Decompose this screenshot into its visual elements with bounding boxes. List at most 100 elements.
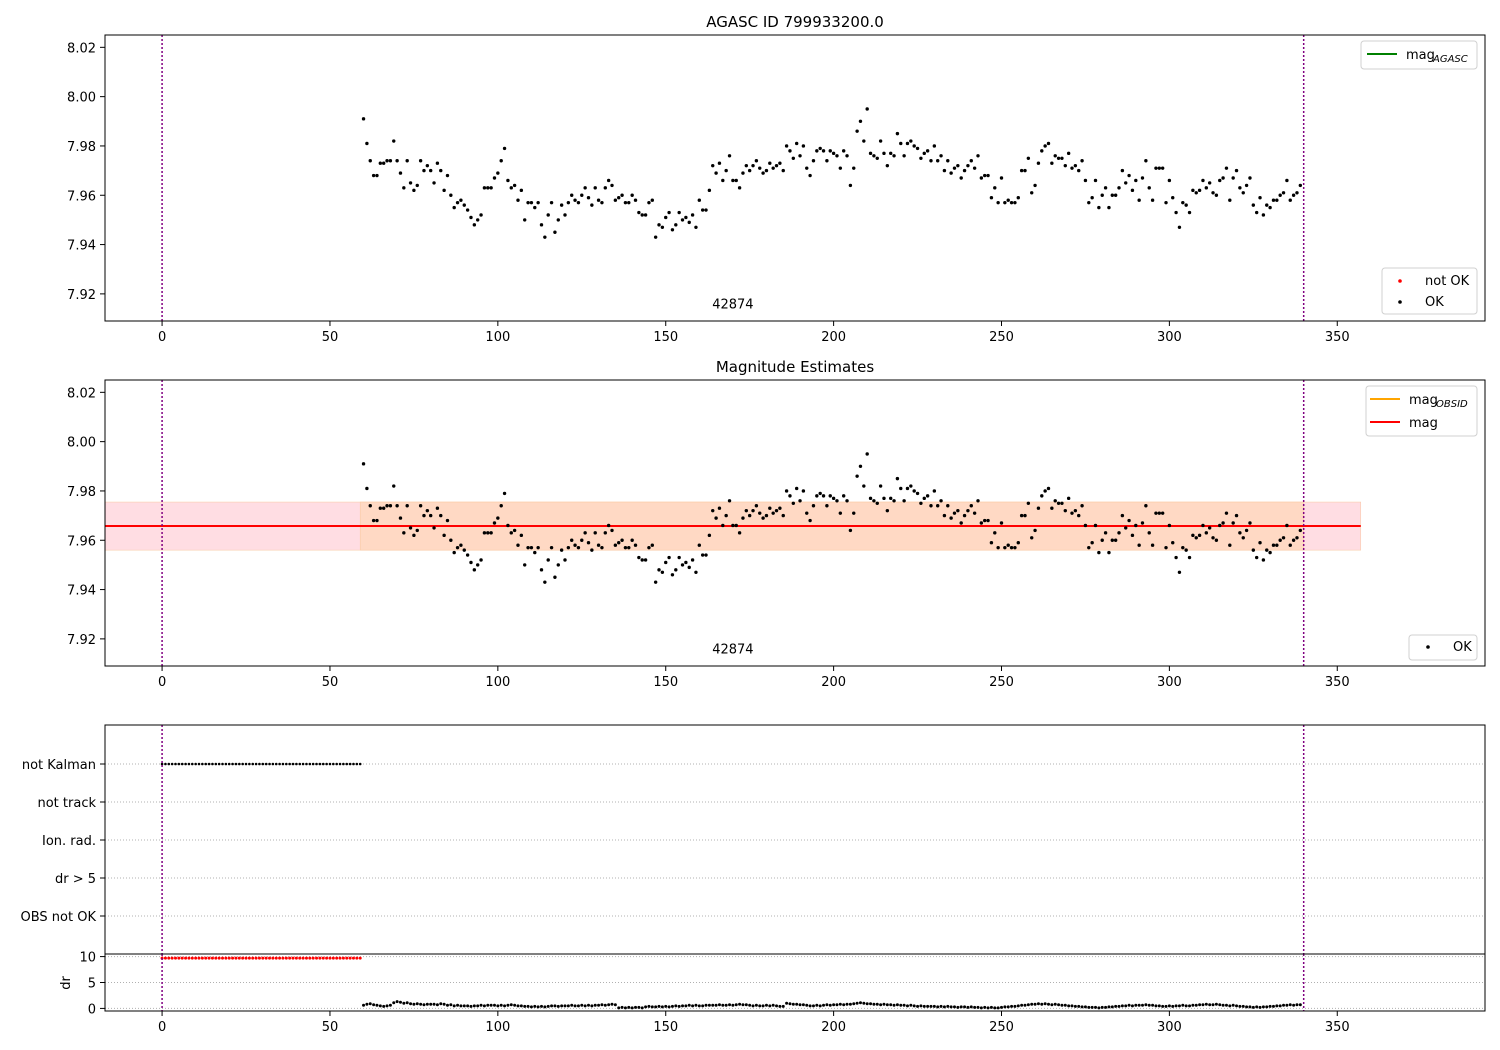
mag-estimate-point bbox=[1113, 538, 1118, 542]
dr-point-ok bbox=[1023, 1003, 1027, 1007]
mag-point bbox=[892, 154, 896, 158]
mag-point bbox=[610, 183, 614, 188]
dr-point-ok bbox=[758, 1004, 762, 1008]
dr-point-ok bbox=[1248, 1005, 1252, 1009]
flag-point bbox=[305, 762, 308, 766]
dr-point-ok bbox=[996, 1006, 1000, 1010]
dr-point-ok bbox=[634, 1005, 638, 1009]
mag-point bbox=[1144, 159, 1148, 163]
dr-point-ok bbox=[378, 1004, 382, 1008]
mag-estimate-point bbox=[758, 511, 762, 515]
dr-point-not-ok bbox=[264, 956, 268, 960]
mag-point bbox=[751, 163, 755, 168]
mag-estimate-point bbox=[1134, 523, 1138, 528]
mag-point bbox=[1117, 186, 1121, 190]
mag-point bbox=[754, 159, 759, 163]
mag-estimate-point bbox=[462, 548, 466, 552]
flag-point bbox=[174, 762, 177, 766]
mag-estimate-point bbox=[711, 508, 715, 513]
mag-estimate-point bbox=[717, 506, 722, 510]
dr-point-not-ok bbox=[170, 956, 174, 960]
mag-point bbox=[570, 193, 574, 197]
mag-estimate-point bbox=[398, 516, 403, 520]
flag-point bbox=[342, 762, 345, 766]
mag-estimate-point bbox=[465, 553, 470, 557]
mag-estimate-point bbox=[418, 504, 423, 508]
dr-point-ok bbox=[845, 1002, 849, 1006]
dr-point-ok bbox=[946, 1004, 950, 1008]
mag-estimate-point bbox=[1100, 538, 1104, 542]
flag-point bbox=[355, 762, 359, 766]
x-tick-label: 250 bbox=[989, 330, 1014, 345]
mag-point bbox=[398, 171, 403, 175]
dr-point-ok bbox=[858, 1001, 862, 1005]
mag-point bbox=[1107, 205, 1111, 210]
dr-point-ok bbox=[1235, 1004, 1239, 1008]
flag-point bbox=[295, 762, 298, 766]
flag-point bbox=[352, 762, 355, 766]
mag-point bbox=[909, 139, 913, 143]
mag-point bbox=[593, 186, 597, 190]
mag-point bbox=[1030, 191, 1034, 195]
mag-point bbox=[580, 193, 584, 197]
mag-estimate-point bbox=[412, 533, 416, 538]
flag-category-label: OBS not OK bbox=[21, 910, 97, 925]
flag-point bbox=[214, 762, 218, 766]
mag-point bbox=[858, 119, 863, 123]
mag-point bbox=[690, 213, 695, 217]
mag-point bbox=[519, 188, 524, 193]
mag-point bbox=[1087, 200, 1091, 205]
dr-point-ok bbox=[976, 1005, 980, 1009]
mag-estimate-point bbox=[721, 523, 725, 528]
mag-estimate-point bbox=[993, 531, 997, 535]
flag-point bbox=[281, 762, 285, 766]
mag-estimate-point bbox=[855, 474, 859, 478]
flag-point bbox=[204, 762, 208, 766]
mag-point bbox=[1134, 178, 1138, 183]
dr-point-ok bbox=[882, 1002, 886, 1006]
y-tick-label: 0 bbox=[88, 1002, 96, 1017]
dr-point-ok bbox=[1231, 1003, 1235, 1007]
mag-estimate-point bbox=[946, 504, 950, 508]
legend-label-not-ok: not OK bbox=[1425, 274, 1470, 289]
mag-point bbox=[1033, 183, 1037, 188]
mag-estimate-point bbox=[1281, 536, 1286, 540]
dr-point-ok bbox=[872, 1002, 876, 1006]
x-tick-label: 200 bbox=[821, 330, 846, 345]
dr-point-ok bbox=[1221, 1003, 1225, 1007]
dr-point-ok bbox=[1214, 1002, 1218, 1006]
mag-point bbox=[402, 186, 406, 190]
mag-point bbox=[1046, 141, 1051, 146]
mag-estimate-point bbox=[1258, 541, 1262, 545]
mag-estimate-point bbox=[1278, 538, 1282, 542]
flag-point bbox=[268, 762, 271, 766]
mag-point bbox=[435, 161, 440, 165]
dr-point-ok bbox=[1141, 1003, 1145, 1007]
dr-point-ok bbox=[1295, 1003, 1299, 1007]
dr-point-ok bbox=[526, 1004, 530, 1008]
dr-point-ok bbox=[714, 1003, 718, 1007]
dr-point-ok bbox=[1147, 1003, 1151, 1007]
mag-point bbox=[872, 154, 876, 158]
mag-estimate-point bbox=[670, 573, 675, 577]
mag-point bbox=[744, 163, 749, 168]
dr-point-ok bbox=[523, 1004, 527, 1008]
mag-point bbox=[768, 161, 772, 165]
mag-point bbox=[1265, 203, 1269, 207]
mag-point bbox=[566, 200, 571, 205]
mag-point bbox=[915, 146, 920, 151]
dr-point-not-ok bbox=[325, 956, 329, 960]
dr-point-ok bbox=[805, 1003, 809, 1007]
dr-point-ok bbox=[999, 1005, 1003, 1009]
mag-point bbox=[700, 208, 705, 212]
dr-point-ok bbox=[1282, 1003, 1286, 1007]
x-tick-label: 300 bbox=[1157, 675, 1182, 690]
mag-estimate-point bbox=[650, 543, 654, 547]
mag-point bbox=[492, 176, 497, 180]
mag-estimate-point bbox=[1043, 489, 1047, 493]
dr-point-ok bbox=[499, 1003, 503, 1007]
mag-estimate-point bbox=[983, 518, 987, 523]
mag-point bbox=[899, 141, 903, 146]
mag-estimate-point bbox=[1211, 536, 1215, 540]
